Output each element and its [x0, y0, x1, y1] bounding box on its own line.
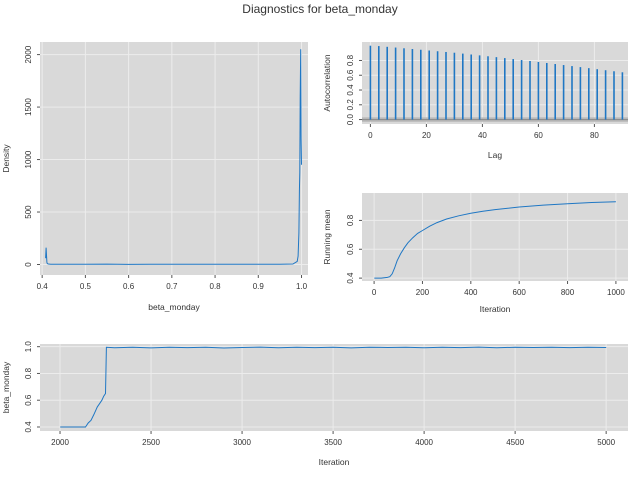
density-plot-background	[40, 42, 308, 275]
density-series-line	[45, 49, 302, 265]
trace-x-tick-label: 4500	[506, 438, 524, 447]
trace-x-tick-label: 5000	[597, 438, 615, 447]
density-x-tick-label: 0.5	[80, 282, 92, 291]
running_mean-y-tick-label: 0.6	[346, 243, 355, 255]
running_mean-y-tick-label: 0.8	[346, 214, 355, 226]
running_mean-x-tick-label: 1000	[607, 288, 625, 297]
acf-y-tick-label: 0.4	[346, 84, 355, 96]
acf-panel: 0 20 40 60 80 0.0 0.2 0.4 0.6 0.8 Lag Autocorrelati…	[322, 42, 628, 160]
running_mean-x-tick-label: 0	[372, 288, 377, 297]
trace-y-axis-label: beta_monday	[1, 361, 11, 413]
acf-x-tick-label: 40	[478, 131, 487, 140]
running_mean-y-axis-label: Running mean	[322, 209, 332, 265]
trace-y-tick-label: 0.6	[24, 394, 33, 406]
acf-x-tick-label: 60	[534, 131, 543, 140]
running_mean-x-tick-label: 400	[464, 288, 478, 297]
running_mean-x-axis-label: Iteration	[480, 304, 511, 314]
trace-series-line	[60, 346, 607, 428]
acf-x-tick-label: 20	[422, 131, 431, 140]
trace-y-tick-label: 1.0	[24, 341, 33, 353]
density-x-tick-label: 0.6	[123, 282, 135, 291]
density-y-tick-label: 1500	[24, 98, 33, 116]
acf-y-tick-label: 0.8	[346, 54, 355, 66]
figure-title: Diagnostics for beta_monday	[242, 2, 397, 16]
running_mean-x-tick-label: 800	[561, 288, 575, 297]
acf-x-axis-label: Lag	[488, 150, 502, 160]
trace-x-tick-label: 4000	[415, 438, 433, 447]
density-y-axis-label: Density	[1, 144, 11, 173]
acf-y-tick-label: 0.6	[346, 69, 355, 81]
density-panel: 0.4 0.5 0.6 0.7 0.8 0.9 1.0 0 500 1000 1500 2000 bet…	[1, 42, 308, 312]
density-x-tick-label: 0.9	[253, 282, 265, 291]
acf-x-tick-label: 0	[368, 131, 373, 140]
trace-x-tick-label: 3500	[324, 438, 342, 447]
running_mean-panel: 0 200 400 600 800 1000 0.4 0.6 0.8 Iteration Runni…	[322, 193, 628, 314]
trace-panel: 2000 2500 3000 3500 4000 4500 5000 0.4 0.6 0.8 1.0…	[1, 341, 628, 467]
acf-y-tick-label: 0.2	[346, 99, 355, 111]
trace-x-tick-label: 2000	[51, 438, 69, 447]
trace-y-tick-label: 0.4	[24, 421, 33, 433]
trace-plot-background	[40, 344, 628, 431]
trace-x-tick-label: 3000	[233, 438, 251, 447]
density-x-tick-label: 0.8	[210, 282, 222, 291]
running_mean-y-tick-label: 0.4	[346, 272, 355, 284]
acf-x-tick-label: 80	[590, 131, 599, 140]
running_mean-series-line	[374, 201, 616, 279]
trace-x-tick-label: 2500	[142, 438, 160, 447]
density-y-tick-label: 500	[24, 205, 33, 219]
density-y-tick-label: 0	[24, 262, 33, 267]
running_mean-x-tick-label: 600	[513, 288, 527, 297]
acf-plot-background	[362, 42, 628, 124]
running_mean-plot-background	[362, 193, 628, 281]
running_mean-x-tick-label: 200	[416, 288, 430, 297]
density-x-tick-label: 1.0	[296, 282, 308, 291]
density-y-tick-label: 2000	[24, 45, 33, 63]
density-x-axis-label: beta_monday	[148, 302, 200, 312]
density-y-tick-label: 1000	[24, 150, 33, 168]
trace-x-axis-label: Iteration	[319, 457, 350, 467]
density-x-tick-label: 0.7	[166, 282, 178, 291]
trace-y-tick-label: 0.8	[24, 367, 33, 379]
density-x-tick-label: 0.4	[37, 282, 49, 291]
acf-y-axis-label: Autocorrelation	[322, 54, 332, 111]
acf-y-tick-label: 0.0	[346, 113, 355, 125]
